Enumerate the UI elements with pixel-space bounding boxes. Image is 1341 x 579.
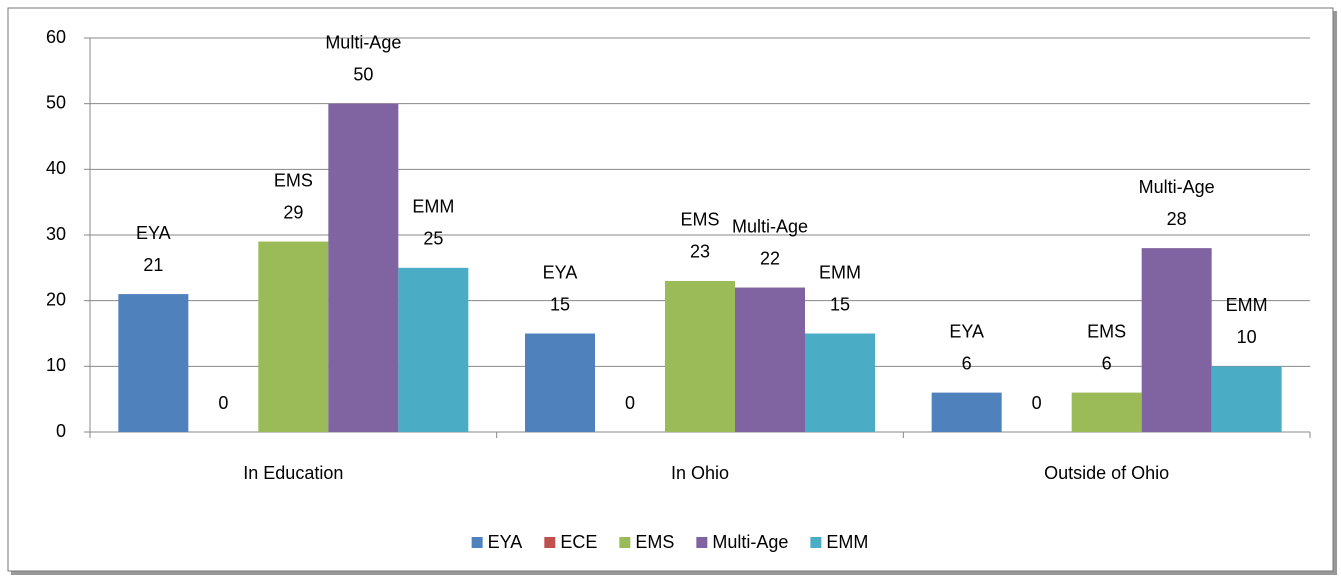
data-label: 0 <box>1032 393 1042 413</box>
bar <box>118 294 189 432</box>
legend-swatch <box>696 537 708 548</box>
data-label: 25 <box>423 229 443 249</box>
legend-swatch <box>544 537 556 548</box>
legend-label: ECE <box>560 532 597 552</box>
y-tick-label: 10 <box>46 355 66 375</box>
data-label-name: EYA <box>136 223 171 243</box>
x-tick-label: Outside of Ohio <box>1044 463 1169 483</box>
data-label: 6 <box>1102 353 1112 373</box>
data-label-name: EYA <box>949 321 984 341</box>
legend-swatch <box>619 537 631 548</box>
y-tick-label: 0 <box>56 421 66 441</box>
bar <box>665 280 735 432</box>
data-label-name: EMS <box>680 210 719 230</box>
bar <box>525 333 595 432</box>
data-label: 29 <box>283 202 303 222</box>
bar <box>1071 392 1142 432</box>
bar <box>258 241 329 432</box>
legend-label: Multi-Age <box>712 532 788 552</box>
legend-swatch <box>810 537 822 548</box>
y-tick-label: 40 <box>46 158 66 178</box>
bar <box>1141 248 1212 432</box>
legend-label: EMS <box>635 532 674 552</box>
legend-swatch <box>471 537 483 548</box>
x-tick-label: In Education <box>243 463 343 483</box>
y-tick-label: 20 <box>46 289 66 309</box>
data-label: 15 <box>830 294 850 314</box>
y-tick-label: 30 <box>46 224 66 244</box>
data-label-name: EMS <box>1087 321 1126 341</box>
bar <box>1211 366 1282 432</box>
data-label: 15 <box>550 294 570 314</box>
bar <box>735 287 805 432</box>
legend-label: EYA <box>488 532 523 552</box>
data-label-name: EMS <box>274 170 313 190</box>
data-label-name: EMM <box>1226 295 1268 315</box>
data-label: 23 <box>690 242 710 262</box>
data-label: 28 <box>1167 209 1187 229</box>
data-label-name: EMM <box>412 197 454 217</box>
data-label: 22 <box>760 248 780 268</box>
bar <box>398 267 469 432</box>
data-label: 0 <box>218 393 228 413</box>
data-label: 50 <box>353 64 373 84</box>
data-label-name: Multi-Age <box>732 216 808 236</box>
data-label: 0 <box>625 393 635 413</box>
bar <box>805 333 875 432</box>
bar <box>931 392 1002 432</box>
x-tick-label: In Ohio <box>671 463 729 483</box>
y-tick-label: 60 <box>46 27 66 47</box>
data-label: 6 <box>962 353 972 373</box>
data-label: 21 <box>143 255 163 275</box>
data-label-name: Multi-Age <box>1139 177 1215 197</box>
bar <box>328 103 399 433</box>
data-label-name: EMM <box>819 262 861 282</box>
legend-label: EMM <box>826 532 868 552</box>
y-tick-label: 50 <box>46 92 66 112</box>
data-label: 10 <box>1237 327 1257 347</box>
data-label-name: EYA <box>543 262 578 282</box>
data-label-name: Multi-Age <box>325 32 401 52</box>
